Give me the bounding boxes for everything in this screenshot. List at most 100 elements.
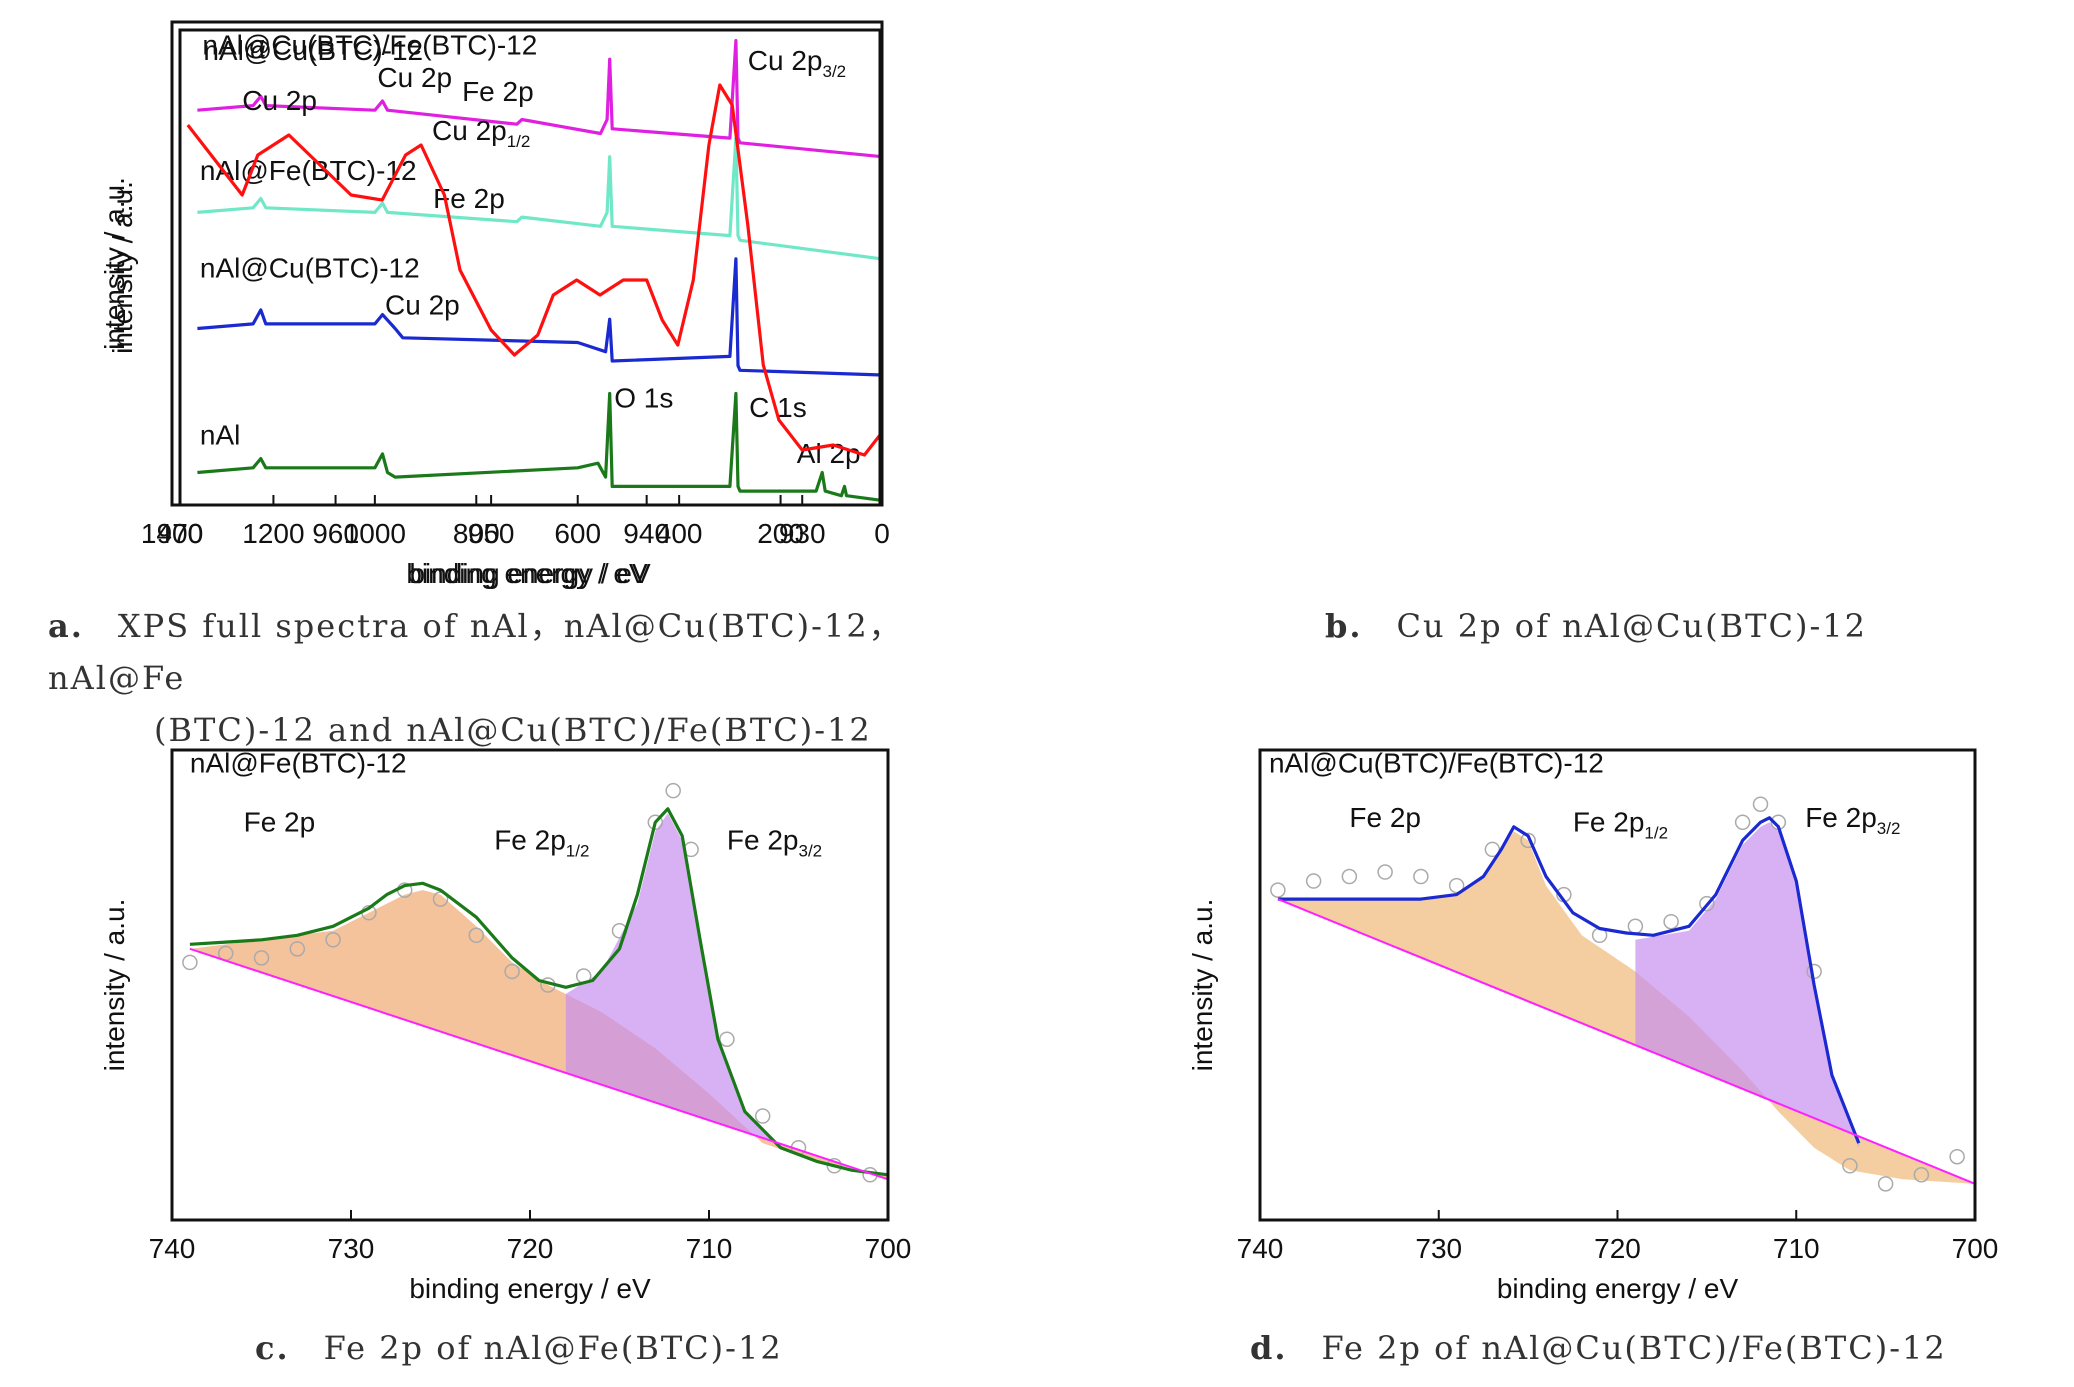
- caption-a-text-2: (BTC)-12 and nAl@Cu(BTC)/Fe(BTC)-12: [154, 711, 872, 749]
- panel-b: 970 960 950 940 930 binding energy / eV intens…: [0, 0, 994, 595]
- x-tick-label: 970: [157, 518, 204, 549]
- x-tick-label: 740: [1237, 1233, 1284, 1264]
- raw-data-point: [665, 782, 681, 799]
- x-tick-label: 600: [554, 518, 601, 549]
- raw-data-point: [1949, 1148, 1965, 1165]
- x-tick-label: 700: [865, 1233, 912, 1264]
- caption-c-letter: c.: [255, 1329, 290, 1367]
- raw-data-point: [289, 941, 306, 957]
- raw-data-point: [1448, 877, 1465, 894]
- annotation-label: Fe 2p3/2: [727, 824, 822, 860]
- raw-data-point: [719, 1031, 735, 1047]
- series-line-2: [197, 257, 883, 377]
- x-tick-label: 740: [149, 1233, 196, 1264]
- x-tick-label: 1200: [242, 518, 304, 549]
- plot-frame: [178, 28, 882, 507]
- series-line-1: [197, 136, 883, 261]
- annotation-label: O 1s: [614, 382, 673, 413]
- annotation-label: Al 2p: [797, 438, 861, 469]
- x-tick-label: 0: [874, 518, 890, 549]
- x-tick-label: 720: [507, 1233, 554, 1264]
- x-tick-label: 700: [1952, 1233, 1999, 1264]
- x-tick-label: 720: [1594, 1233, 1641, 1264]
- peak-fill-2p1-2: [189, 890, 888, 1180]
- x-tick-label: 200: [757, 518, 804, 549]
- x-axis-label: binding energy / eV: [1497, 1273, 1739, 1304]
- annotation-label: nAl@Cu(BTC)/Fe(BTC)-12: [202, 30, 537, 61]
- raw-data-point: [432, 891, 449, 907]
- raw-data-point: [1413, 868, 1429, 885]
- x-tick-label: 730: [328, 1233, 375, 1264]
- annotation-label: Cu 2p: [377, 62, 452, 93]
- y-axis-label: intensity / a.u.: [99, 899, 130, 1072]
- y-axis-label: intensity / a.u.: [99, 177, 130, 350]
- raw-data-point: [1341, 868, 1358, 885]
- annotation-label: Fe 2p: [1349, 802, 1421, 833]
- x-axis-label: binding energy / eV: [406, 558, 648, 589]
- raw-data-point: [826, 1158, 843, 1174]
- series-line-0: [186, 83, 882, 457]
- series-line-2: [189, 947, 889, 1181]
- x-tick-label: 930: [779, 518, 826, 549]
- series-line-1: [189, 807, 889, 1177]
- x-tick-label: 1400: [141, 518, 203, 549]
- y-axis-label: intensity / a.u.: [107, 181, 138, 354]
- raw-data-point: [182, 954, 198, 971]
- x-tick-label: 400: [656, 518, 703, 549]
- x-tick-label: 940: [623, 518, 670, 549]
- caption-b-text: Cu 2p of nAl@Cu(BTC)-12: [1396, 607, 1867, 645]
- x-tick-label: 960: [312, 518, 359, 549]
- raw-data-point: [1734, 814, 1751, 831]
- annotation-label: nAl@Fe(BTC)-12: [190, 748, 407, 779]
- raw-data-point: [1377, 864, 1393, 880]
- chart-d: 740 730 720 710 700 binding energy / eV intens…: [1187, 748, 1999, 1304]
- x-axis-label: binding energy / eV: [409, 558, 651, 589]
- annotation-label: nAl@Cu(BTC)-12: [200, 252, 420, 283]
- annotation-label: Cu 2p: [385, 290, 460, 321]
- caption-a-text-1: XPS full spectra of nAl，nAl@Cu(BTC)-12，n…: [48, 607, 903, 697]
- caption-b: b. Cu 2p of nAl@Cu(BTC)-12: [1325, 600, 1867, 652]
- annotation-label: Cu 2p: [242, 85, 317, 116]
- raw-data-point: [754, 1108, 771, 1124]
- raw-data-point: [253, 950, 270, 966]
- y-axis-label: intensity / a.u.: [1187, 899, 1218, 1072]
- caption-d: d. Fe 2p of nAl@Cu(BTC)/Fe(BTC)-12: [1250, 1322, 1947, 1374]
- series-line-1: [1277, 816, 1861, 1144]
- x-tick-label: 1000: [344, 518, 406, 549]
- raw-data-point: [1752, 796, 1769, 812]
- annotation-label: Fe 2p: [462, 76, 534, 107]
- peak-fill-2p1-2: [1277, 831, 1975, 1184]
- caption-c-text: Fe 2p of nAl@Fe(BTC)-12: [323, 1329, 783, 1367]
- raw-data-point: [1270, 882, 1286, 898]
- annotation-label: Fe 2p1/2: [1573, 806, 1668, 842]
- series-line-0: [197, 39, 883, 159]
- raw-data-point: [325, 932, 341, 948]
- caption-a: a. XPS full spectra of nAl，nAl@Cu(BTC)-12…: [48, 600, 998, 756]
- annotation-label: nAl@Cu(BTC)/Fe(BTC)-12: [1269, 748, 1604, 779]
- annotation-label: nAl@Cu(BTC)-12: [203, 35, 423, 66]
- caption-c: c. Fe 2p of nAl@Fe(BTC)-12: [255, 1322, 783, 1374]
- annotation-label: Cu 2p3/2: [748, 45, 846, 81]
- chart-c: 740 730 720 710 700 binding energy / eV intens…: [99, 748, 912, 1304]
- peak-fill-2p3-2: [1635, 822, 1859, 1148]
- chart-b: 970 960 950 940 930 binding energy / eV intens…: [107, 28, 882, 589]
- caption-b-letter: b.: [1325, 607, 1363, 645]
- raw-data-point: [1913, 1167, 1930, 1183]
- series-line-2: [1277, 898, 1976, 1185]
- x-tick-label: 730: [1415, 1233, 1462, 1264]
- raw-data-point: [504, 963, 520, 980]
- annotation-label: Fe 2p: [244, 806, 316, 837]
- series-line-3: [197, 391, 883, 502]
- x-tick-label: 710: [686, 1233, 733, 1264]
- raw-data-point: [1699, 895, 1715, 912]
- raw-data-point: [1663, 913, 1679, 930]
- caption-d-letter: d.: [1250, 1329, 1288, 1367]
- peak-fill-2p3-2: [565, 813, 781, 1148]
- raw-data-point: [647, 814, 664, 831]
- raw-data-point: [1305, 873, 1322, 889]
- caption-a-letter: a.: [48, 607, 84, 645]
- raw-data-point: [1842, 1158, 1858, 1174]
- annotation-label: nAl@Fe(BTC)-12: [200, 155, 417, 186]
- x-tick-label: 950: [468, 518, 515, 549]
- raw-data-point: [1627, 918, 1644, 934]
